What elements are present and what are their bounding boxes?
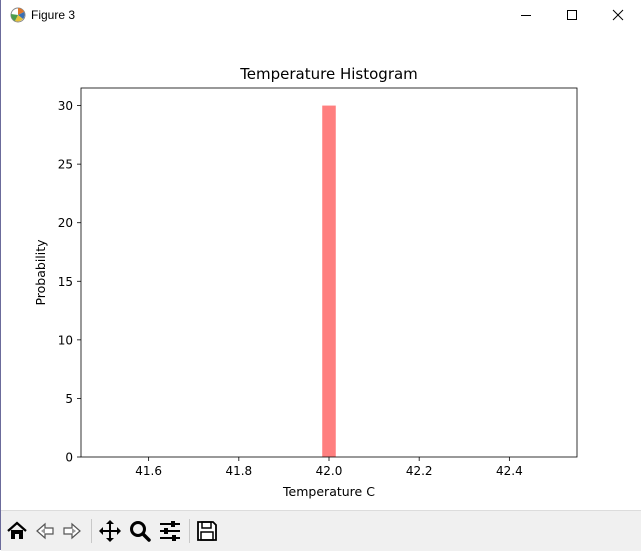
home-icon	[7, 521, 27, 539]
x-tick-label: 42.2	[406, 464, 433, 478]
back-button[interactable]	[33, 519, 57, 543]
y-tick-label: 5	[65, 392, 73, 406]
window-title: Figure 3	[31, 8, 76, 22]
floppy-disk-icon	[197, 521, 217, 541]
maximize-button[interactable]	[549, 0, 595, 30]
y-tick-label: 30	[58, 99, 73, 113]
figure-canvas[interactable]: 41.6 41.8 42.0 42.2 42.4 0 5 10 15 20 25 30 Temperat…	[1, 30, 641, 510]
x-tick-label: 41.8	[225, 464, 252, 478]
zoom-button[interactable]	[128, 519, 152, 543]
histogram-chart: 41.6 41.8 42.0 42.2 42.4 0 5 10 15 20 25 30 Temperat…	[33, 65, 578, 499]
save-button[interactable]	[195, 519, 219, 543]
x-tick-label: 42.0	[316, 464, 343, 478]
x-tick-label: 42.4	[496, 464, 523, 478]
y-tick-label: 15	[58, 275, 73, 289]
minimize-button[interactable]	[503, 0, 549, 30]
window-border	[0, 0, 1, 550]
title-bar[interactable]: Figure 3	[1, 0, 641, 30]
toolbar-separator	[189, 519, 190, 543]
y-axis-label: Probability	[33, 239, 48, 306]
y-tick-label: 10	[58, 333, 73, 347]
back-arrow-icon	[36, 522, 54, 540]
y-tick-label: 0	[65, 451, 73, 465]
pan-button[interactable]	[98, 519, 122, 543]
y-tick-label: 20	[58, 216, 73, 230]
y-tick-label: 25	[58, 158, 73, 172]
minimize-icon	[521, 15, 531, 16]
matplotlib-app-icon	[9, 6, 27, 24]
forward-arrow-icon	[63, 522, 81, 540]
x-tick-label: 41.6	[135, 464, 162, 478]
navigation-toolbar	[1, 510, 641, 551]
home-button[interactable]	[5, 519, 29, 543]
move-icon	[99, 520, 121, 542]
maximize-icon	[567, 10, 577, 20]
close-button[interactable]	[595, 0, 641, 30]
toolbar-separator	[91, 519, 92, 543]
close-icon	[612, 9, 624, 21]
sliders-icon	[160, 521, 180, 541]
histogram-bar	[322, 105, 336, 458]
chart-title: Temperature Histogram	[239, 65, 418, 83]
zoom-icon	[130, 521, 151, 542]
configure-subplots-button[interactable]	[158, 519, 182, 543]
forward-button[interactable]	[60, 519, 84, 543]
x-axis-label: Temperature C	[282, 484, 375, 499]
